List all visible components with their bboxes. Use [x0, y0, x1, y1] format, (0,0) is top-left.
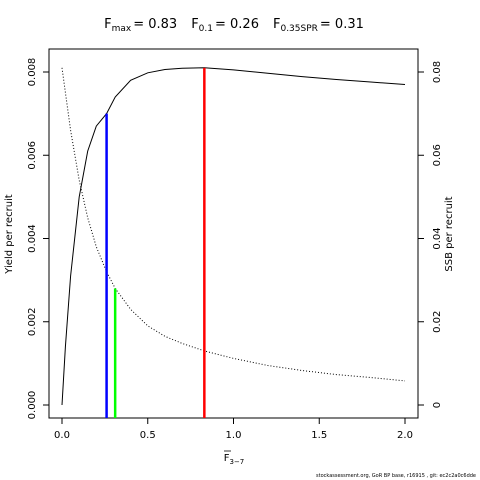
footer-credit: stockassessment.org, GoR BP base, r16915… — [316, 473, 476, 479]
title-value: = 0.83 — [133, 17, 177, 32]
title-symbol: F — [191, 17, 198, 32]
y-left-tick-label: 0.000 — [27, 391, 38, 420]
x-tick-label: 1.5 — [311, 430, 327, 441]
y-left-tick-label: 0.002 — [27, 307, 38, 336]
title-value: = 0.31 — [320, 17, 364, 32]
x-tick-label: 0.5 — [140, 430, 156, 441]
y-left-axis-label: Yield per recruit — [4, 194, 15, 275]
ssb-per-recruit-line — [61, 67, 406, 382]
y-left-tick-label: 0.006 — [27, 141, 38, 170]
x-axis-subscript: 3−7 — [229, 458, 244, 466]
y-left-tick-label: 0.008 — [27, 58, 38, 87]
y-right-tick-label: 0.02 — [432, 311, 443, 333]
x-tick-label: 2.0 — [397, 430, 413, 441]
title-symbol: F — [273, 17, 280, 32]
y-right-tick-label: 0.08 — [432, 61, 443, 83]
y-right-tick-label: 0.04 — [432, 227, 443, 249]
y-left-tick-label: 0.004 — [27, 224, 38, 253]
y-right-axis-label: SSB per recruit — [444, 196, 455, 271]
title-symbol: F — [104, 17, 111, 32]
plot-frame — [48, 48, 419, 419]
y-right-tick-label: 0 — [432, 402, 443, 408]
title-subscript: 0.1 — [199, 24, 213, 34]
title-subscript: 0.35SPR — [280, 24, 317, 34]
title-subscript: max — [112, 24, 132, 34]
y-right-tick-label: 0.06 — [432, 144, 443, 166]
chart-title: Fmax = 0.83 F0.1 = 0.26 F0.35SPR = 0.31 — [104, 17, 364, 34]
title-value: = 0.26 — [215, 17, 259, 32]
yield-per-recruit-line — [61, 67, 406, 406]
x-axis-symbol: F — [224, 453, 230, 464]
x-tick-label: 1.0 — [226, 430, 242, 441]
x-axis-label: F3−7 — [224, 453, 245, 466]
x-tick-label: 0.0 — [54, 430, 70, 441]
